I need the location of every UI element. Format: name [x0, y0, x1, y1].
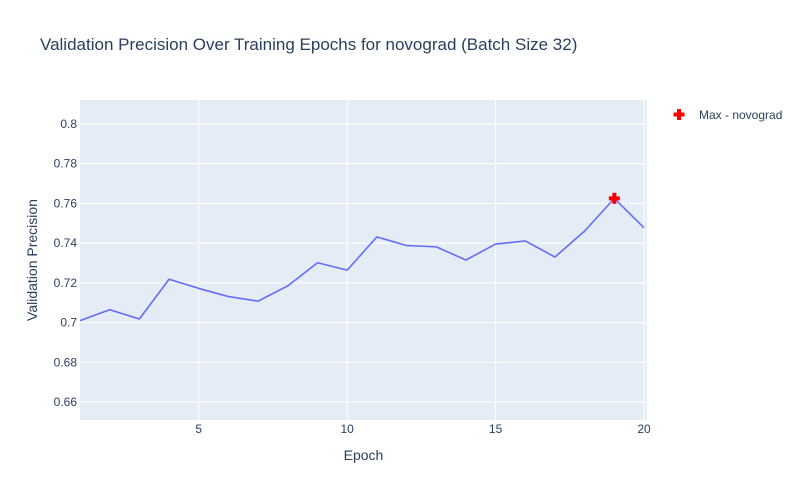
precision-line: [79, 197, 645, 322]
y-tick-label: 0.72: [54, 276, 78, 290]
y-tick-label: 0.7: [60, 316, 77, 330]
y-tick-label: 0.68: [54, 355, 78, 369]
y-tick-label: 0.76: [54, 196, 78, 210]
gridlines: [80, 100, 647, 420]
series-layer: [79, 192, 645, 322]
chart-title: Validation Precision Over Training Epoch…: [40, 35, 577, 54]
legend[interactable]: Max - novograd: [673, 108, 783, 122]
x-axis-ticks: 5 10 15 20: [195, 422, 651, 436]
x-tick-label: 10: [340, 422, 354, 436]
x-axis-title: Epoch: [344, 447, 384, 463]
y-tick-label: 0.78: [54, 157, 78, 171]
y-tick-label: 0.8: [60, 117, 77, 131]
y-tick-label: 0.66: [54, 395, 78, 409]
legend-label-max-novograd: Max - novograd: [699, 108, 782, 122]
plot-area: [80, 100, 647, 420]
max-point-marker: [608, 192, 620, 204]
x-tick-label: 5: [195, 422, 202, 436]
legend-cross-icon: [673, 109, 685, 120]
y-tick-label: 0.74: [54, 236, 78, 250]
x-tick-label: 15: [489, 422, 503, 436]
y-axis-ticks: 0.66 0.68 0.7 0.72 0.74 0.76 0.78 0.8: [54, 117, 78, 409]
legend-cross-marker: [673, 109, 685, 120]
x-tick-label: 20: [637, 422, 651, 436]
y-axis-title: Validation Precision: [24, 199, 40, 321]
